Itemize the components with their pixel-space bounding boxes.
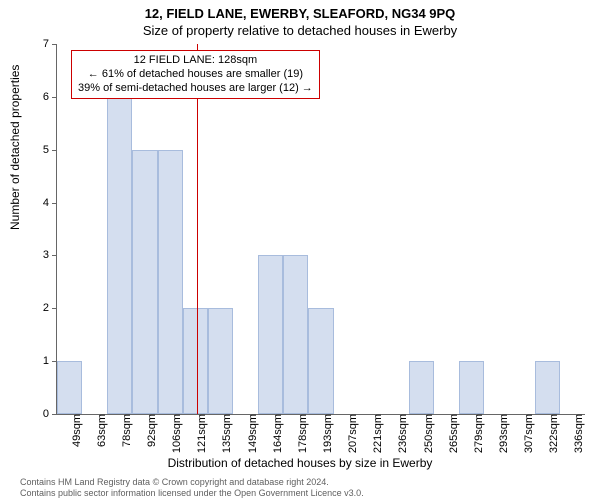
annotation-line: 39% of semi-detached houses are larger (… bbox=[78, 82, 313, 96]
histogram-bar bbox=[283, 255, 308, 414]
histogram-bar bbox=[183, 308, 208, 414]
x-tick-label: 250sqm bbox=[420, 414, 435, 453]
y-tick-label: 6 bbox=[43, 91, 57, 103]
annotation-line: ← 61% of detached houses are smaller (19… bbox=[78, 68, 313, 82]
x-tick-label: 49sqm bbox=[68, 414, 83, 447]
x-tick-label: 207sqm bbox=[344, 414, 359, 453]
footer-line: Contains public sector information licen… bbox=[20, 488, 364, 498]
y-tick-label: 3 bbox=[43, 249, 57, 261]
histogram-bar bbox=[107, 97, 132, 414]
page-subtitle: Size of property relative to detached ho… bbox=[0, 21, 600, 38]
chart-container: 12, FIELD LANE, EWERBY, SLEAFORD, NG34 9… bbox=[0, 0, 600, 500]
x-tick-label: 279sqm bbox=[470, 414, 485, 453]
y-tick-label: 1 bbox=[43, 355, 57, 367]
histogram-bar bbox=[208, 308, 233, 414]
histogram-bar bbox=[57, 361, 82, 414]
annotation-box: 12 FIELD LANE: 128sqm ← 61% of detached … bbox=[71, 50, 320, 99]
histogram-bar bbox=[132, 150, 157, 414]
x-tick-label: 149sqm bbox=[244, 414, 259, 453]
y-tick-label: 7 bbox=[43, 38, 57, 50]
y-tick-label: 2 bbox=[43, 302, 57, 314]
reference-line bbox=[197, 44, 198, 414]
x-tick-label: 193sqm bbox=[319, 414, 334, 453]
histogram-bar bbox=[258, 255, 283, 414]
x-tick-label: 336sqm bbox=[570, 414, 585, 453]
x-tick-label: 78sqm bbox=[118, 414, 133, 447]
y-tick-label: 5 bbox=[43, 144, 57, 156]
plot-area: 0123456749sqm63sqm78sqm92sqm106sqm121sqm… bbox=[56, 44, 585, 415]
x-tick-label: 221sqm bbox=[369, 414, 384, 453]
histogram-bar bbox=[409, 361, 434, 414]
annotation-line: 12 FIELD LANE: 128sqm bbox=[78, 54, 313, 68]
x-tick-label: 236sqm bbox=[394, 414, 409, 453]
x-tick-label: 164sqm bbox=[269, 414, 284, 453]
footer-attribution: Contains HM Land Registry data © Crown c… bbox=[20, 477, 364, 498]
x-tick-label: 265sqm bbox=[445, 414, 460, 453]
y-tick-label: 0 bbox=[43, 408, 57, 420]
footer-line: Contains HM Land Registry data © Crown c… bbox=[20, 477, 364, 487]
x-tick-label: 63sqm bbox=[93, 414, 108, 447]
y-tick-label: 4 bbox=[43, 197, 57, 209]
x-tick-label: 178sqm bbox=[294, 414, 309, 453]
histogram-bar bbox=[459, 361, 484, 414]
x-axis-label: Distribution of detached houses by size … bbox=[0, 456, 600, 470]
histogram-bar bbox=[158, 150, 183, 414]
histogram-bar bbox=[308, 308, 333, 414]
page-title: 12, FIELD LANE, EWERBY, SLEAFORD, NG34 9… bbox=[0, 0, 600, 21]
x-tick-label: 293sqm bbox=[495, 414, 510, 453]
histogram-bar bbox=[535, 361, 560, 414]
x-tick-label: 307sqm bbox=[520, 414, 535, 453]
x-tick-label: 106sqm bbox=[168, 414, 183, 453]
x-tick-label: 92sqm bbox=[143, 414, 158, 447]
x-tick-label: 322sqm bbox=[545, 414, 560, 453]
x-tick-label: 135sqm bbox=[218, 414, 233, 453]
x-tick-label: 121sqm bbox=[193, 414, 208, 453]
y-axis-label: Number of detached properties bbox=[8, 65, 22, 230]
